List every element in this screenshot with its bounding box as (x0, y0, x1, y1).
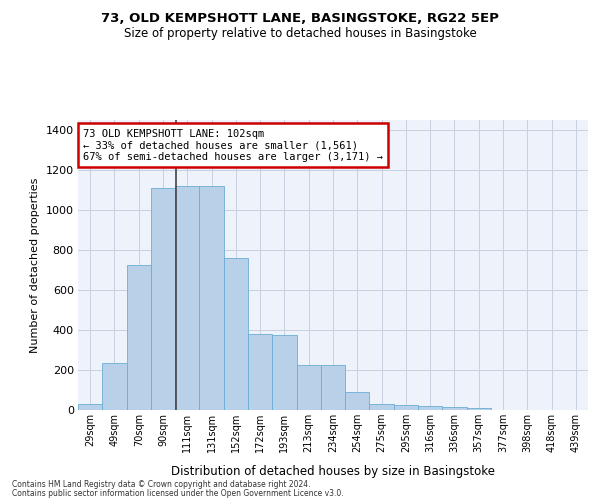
Text: 73 OLD KEMPSHOTT LANE: 102sqm
← 33% of detached houses are smaller (1,561)
67% o: 73 OLD KEMPSHOTT LANE: 102sqm ← 33% of d… (83, 128, 383, 162)
Bar (102, 363, 127, 410)
Bar (127, 265, 151, 410)
Bar (345, 392, 370, 410)
Text: Distribution of detached houses by size in Basingstoke: Distribution of detached houses by size … (171, 464, 495, 477)
Text: 73, OLD KEMPSHOTT LANE, BASINGSTOKE, RG22 5EP: 73, OLD KEMPSHOTT LANE, BASINGSTOKE, RG2… (101, 12, 499, 26)
Bar (370, 404, 394, 410)
Bar (418, 406, 442, 410)
Text: Size of property relative to detached houses in Basingstoke: Size of property relative to detached ho… (124, 28, 476, 40)
Bar (296, 365, 321, 410)
Bar (78, 404, 102, 410)
Text: Contains HM Land Registry data © Crown copyright and database right 2024.: Contains HM Land Registry data © Crown c… (12, 480, 311, 489)
Bar (272, 335, 296, 410)
Bar (248, 334, 272, 410)
Bar (442, 407, 467, 410)
Text: Contains public sector information licensed under the Open Government Licence v3: Contains public sector information licen… (12, 488, 344, 498)
Bar (224, 258, 248, 410)
Bar (321, 365, 345, 410)
Bar (467, 408, 491, 410)
Bar (199, 186, 224, 410)
Bar (394, 405, 418, 410)
Bar (151, 188, 175, 410)
Y-axis label: Number of detached properties: Number of detached properties (30, 178, 40, 352)
Bar (175, 186, 199, 410)
